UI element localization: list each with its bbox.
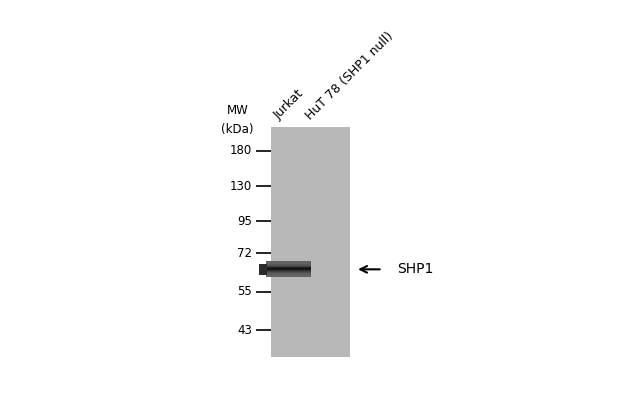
- Text: HuT 78 (SHP1 null): HuT 78 (SHP1 null): [303, 29, 396, 122]
- Text: Jurkat: Jurkat: [272, 87, 307, 122]
- Text: 95: 95: [237, 215, 252, 228]
- Text: (kDa): (kDa): [221, 124, 254, 136]
- Bar: [266, 273, 310, 274]
- Bar: [266, 271, 310, 272]
- Text: 55: 55: [237, 285, 252, 298]
- Bar: [266, 266, 310, 267]
- Bar: [271, 127, 350, 357]
- Bar: [266, 265, 310, 267]
- Bar: [266, 269, 310, 270]
- Bar: [266, 265, 310, 266]
- Text: MW: MW: [227, 104, 248, 117]
- Bar: [266, 262, 310, 263]
- Bar: [266, 262, 310, 264]
- Bar: [266, 261, 310, 262]
- Bar: [266, 270, 310, 271]
- Bar: [266, 275, 310, 276]
- Text: 180: 180: [230, 144, 252, 157]
- Bar: [266, 267, 310, 269]
- Bar: [266, 267, 310, 268]
- Bar: [266, 274, 310, 275]
- Text: 43: 43: [237, 324, 252, 337]
- Text: 72: 72: [237, 247, 252, 260]
- Bar: [266, 271, 310, 273]
- Bar: [266, 272, 310, 273]
- Bar: [259, 265, 268, 275]
- Text: 130: 130: [230, 180, 252, 193]
- Text: SHP1: SHP1: [397, 262, 434, 276]
- Bar: [266, 263, 310, 265]
- Bar: [266, 275, 310, 277]
- Bar: [266, 264, 310, 265]
- Bar: [266, 268, 310, 270]
